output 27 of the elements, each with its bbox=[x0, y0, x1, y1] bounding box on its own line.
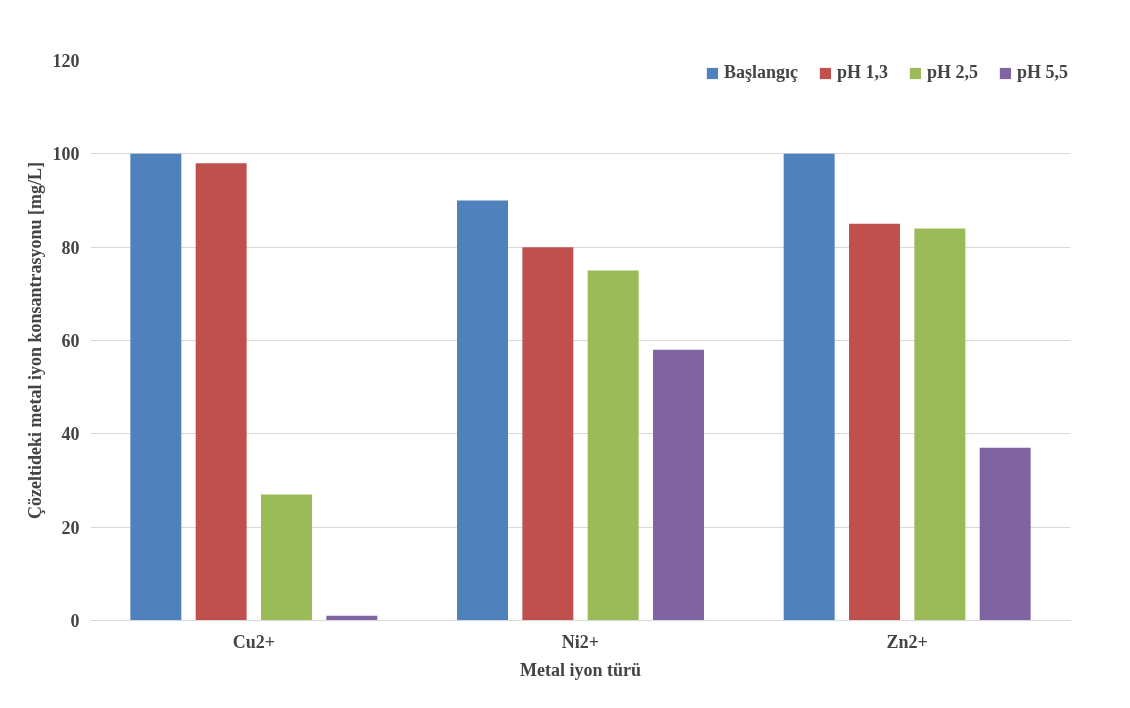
y-axis-title: Çözeltideki metal iyon konsantrasyonu [mg/L] bbox=[24, 161, 45, 520]
x-tick-label: Zn2+ bbox=[886, 631, 928, 652]
bar bbox=[849, 223, 900, 621]
bar bbox=[979, 447, 1031, 621]
y-tick-label: 100 bbox=[52, 144, 80, 165]
y-tick-label: 20 bbox=[61, 517, 80, 538]
legend-label: pH 2,5 bbox=[926, 62, 978, 83]
legend-label: pH 5,5 bbox=[1016, 62, 1068, 83]
bar bbox=[587, 270, 639, 621]
bar bbox=[457, 200, 508, 621]
y-tick-label: 120 bbox=[52, 51, 80, 71]
y-tick-label: 60 bbox=[61, 331, 80, 351]
bar bbox=[130, 153, 182, 621]
legend-label: Başlangıç bbox=[723, 62, 798, 83]
bar bbox=[522, 247, 574, 621]
x-tick-label: Cu2+ bbox=[232, 631, 275, 652]
bar bbox=[261, 494, 312, 621]
bar bbox=[783, 153, 835, 621]
y-tick-label: 40 bbox=[61, 424, 80, 445]
y-tick-label: 80 bbox=[61, 237, 80, 258]
legend-label: pH 1,3 bbox=[836, 62, 888, 83]
bar bbox=[653, 349, 704, 621]
x-tick-label: Ni2+ bbox=[561, 631, 600, 652]
y-tick-label: 0 bbox=[70, 611, 80, 631]
bar bbox=[195, 163, 247, 621]
bar bbox=[914, 228, 966, 621]
x-axis-title: Metal iyon türü bbox=[520, 659, 641, 680]
